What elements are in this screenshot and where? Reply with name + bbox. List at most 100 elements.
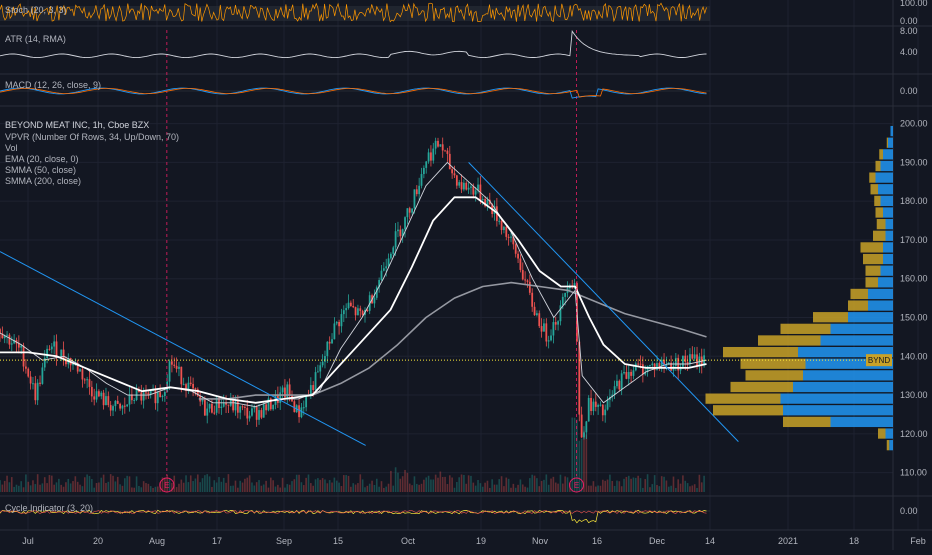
candle-body	[253, 406, 256, 409]
symbol-tag: BYND	[868, 356, 890, 365]
candle-body	[173, 364, 176, 366]
atr-tick-8: 8.00	[900, 26, 918, 36]
volume-bar	[663, 476, 665, 492]
candle-body	[611, 394, 614, 397]
volume-bar	[317, 478, 319, 492]
volume-bar	[479, 483, 482, 492]
candle-body	[597, 404, 600, 407]
volume-bar	[397, 472, 399, 492]
candle-body	[180, 366, 183, 385]
volume-bar	[458, 477, 460, 492]
volume-bar	[189, 475, 192, 492]
volume-bar	[587, 485, 590, 492]
candle-body	[458, 182, 461, 186]
volume-bar	[48, 475, 51, 492]
candle-body	[526, 280, 529, 282]
volume-bar	[599, 485, 602, 492]
vp-bar-up	[878, 184, 893, 195]
volume-bar	[220, 481, 223, 492]
vp-bar-down	[879, 149, 883, 160]
candle-body	[27, 368, 30, 377]
volume-bar	[380, 481, 383, 492]
candle-body	[251, 408, 253, 416]
candle-body	[630, 371, 632, 376]
volume-bar	[293, 479, 296, 492]
volume-bar	[578, 440, 581, 492]
vp-bar-up	[883, 207, 893, 218]
volume-bar	[328, 480, 331, 492]
chart-title: BEYOND MEAT INC, 1h, Cboe BZX	[5, 120, 149, 130]
candle-body	[696, 354, 698, 367]
vp-bar-down	[865, 265, 881, 276]
volume-bar	[246, 477, 249, 492]
candle-body	[486, 199, 489, 207]
volume-bar	[618, 481, 621, 492]
y-tick-label: 130.00	[900, 390, 928, 400]
candle-body	[192, 383, 194, 389]
candle-body	[260, 410, 263, 418]
candle-body	[121, 405, 124, 409]
volume-bar	[310, 483, 312, 492]
volume-bar	[255, 482, 258, 492]
volume-bar	[583, 430, 585, 492]
volume-bar	[639, 478, 642, 492]
candle-body	[109, 405, 112, 411]
candle-body	[305, 394, 308, 408]
vp-bar-up	[888, 137, 893, 148]
candle-body	[540, 326, 543, 332]
volume-bar	[406, 472, 409, 492]
volume-bar	[566, 477, 569, 492]
volume-bar	[489, 487, 491, 492]
candle-body	[507, 236, 510, 238]
vp-bar-up	[868, 300, 893, 311]
candle-body	[29, 376, 32, 384]
vp-bar-down	[873, 230, 886, 241]
candle-body	[460, 182, 463, 190]
volume-bar	[262, 484, 265, 492]
vp-bar-up	[880, 160, 893, 172]
volume-bar	[142, 481, 145, 492]
volume-bar	[486, 480, 489, 492]
stoch-line	[0, 2, 707, 23]
volume-bar	[215, 482, 218, 492]
candle-body	[573, 283, 576, 287]
candle-body	[545, 323, 548, 342]
vp-bar-up	[793, 381, 893, 393]
volume-bar	[646, 474, 649, 492]
volume-bar	[274, 486, 277, 492]
candle-body	[531, 292, 534, 307]
volume-bar	[251, 482, 253, 492]
volume-bar	[620, 486, 623, 492]
candle-body	[312, 385, 315, 390]
candle-body	[326, 341, 329, 357]
candle-body	[175, 365, 178, 369]
vp-bar-up	[848, 312, 893, 323]
candle-body	[649, 365, 651, 367]
volume-bar	[613, 485, 616, 492]
candles	[0, 137, 705, 440]
volume-bar	[368, 483, 371, 492]
x-tick-label: Sep	[276, 536, 292, 546]
volume-bar	[34, 484, 37, 492]
candle-body	[142, 392, 145, 401]
y-tick-label: 160.00	[900, 274, 928, 284]
volume-bar	[338, 482, 340, 492]
volume-bar	[15, 484, 18, 492]
volume-bar	[124, 478, 126, 492]
candle-body	[281, 387, 284, 393]
candle-body	[359, 308, 362, 311]
earnings-label: E	[164, 481, 169, 490]
volume-bar	[446, 484, 449, 492]
candle-body	[439, 144, 442, 147]
vp-bar-down	[740, 358, 806, 369]
volume-bar	[46, 483, 48, 492]
volume-bar	[253, 485, 256, 492]
candle-body	[404, 217, 406, 230]
candle-body	[406, 208, 409, 218]
candle-body	[510, 236, 512, 238]
x-tick-label: 15	[333, 536, 343, 546]
candle-body	[432, 148, 435, 161]
volume-bar	[156, 486, 159, 492]
